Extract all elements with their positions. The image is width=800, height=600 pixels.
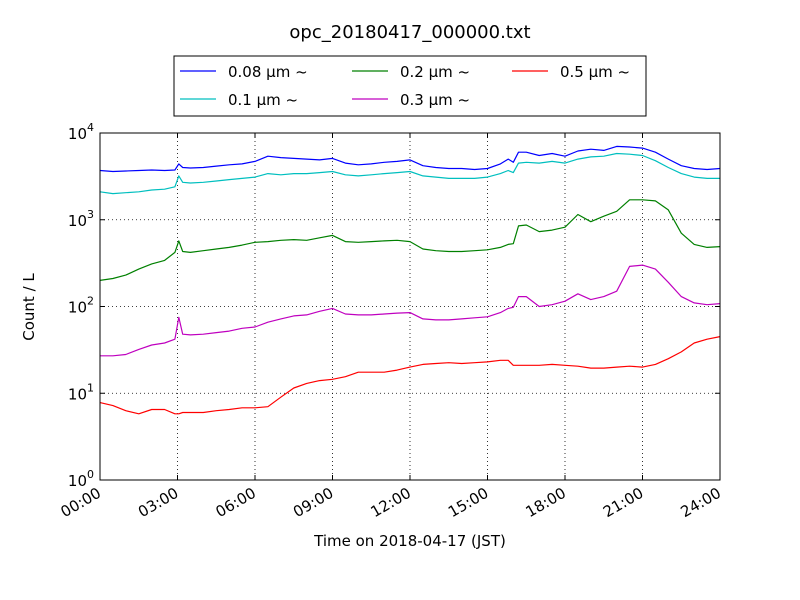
y-tick-label: 103 [68, 208, 94, 230]
x-tick-label: 15:00 [445, 484, 491, 521]
series-line-1 [99, 145, 721, 173]
x-tick-label: 21:00 [600, 484, 646, 521]
series-lines [99, 145, 721, 415]
series-line-4 [100, 264, 721, 357]
y-axis-label: Count / L [20, 273, 38, 341]
x-tick-label: 03:00 [135, 484, 181, 521]
x-tick-label: 24:00 [678, 484, 724, 521]
legend-label: 0.3 μm ~ [400, 91, 470, 109]
grid [100, 133, 720, 480]
x-tick-label: 18:00 [523, 484, 569, 521]
series-line-5 [99, 336, 721, 415]
x-tick-label: 12:00 [368, 484, 414, 521]
y-tick-label: 100 [68, 468, 94, 490]
series-line-2 [99, 152, 720, 195]
x-tick-label: 06:00 [213, 484, 259, 521]
legend-box [173, 55, 647, 117]
y-tick-label: 102 [68, 295, 94, 317]
x-axis-label: Time on 2018-04-17 (JST) [313, 532, 506, 550]
chart-title: opc_20180417_000000.txt [289, 22, 530, 43]
legend-label: 0.08 μm ~ [228, 63, 308, 81]
axis-ticks [99, 132, 721, 481]
x-axis-tick-labels: 00:00 03:00 06:00 09:00 12:00 15:00 18:00 21:00… [58, 484, 724, 521]
y-axis-tick-labels: 100 101 102 103 104 [68, 121, 94, 490]
legend-label: 0.2 μm ~ [400, 63, 470, 81]
series-line-3 [99, 199, 721, 281]
x-tick-label: 09:00 [290, 484, 336, 521]
legend-label: 0.5 μm ~ [560, 63, 630, 81]
y-tick-label: 104 [68, 121, 94, 143]
y-tick-label: 101 [68, 381, 94, 403]
legend: 0.08 μm ~ 0.1 μm ~ 0.2 μm ~ 0.3 μm ~ 0.5 μm … [173, 55, 647, 117]
legend-entries: 0.08 μm ~ 0.1 μm ~ 0.2 μm ~ 0.3 μm ~ 0.5 μm … [180, 63, 630, 109]
legend-label: 0.1 μm ~ [228, 91, 298, 109]
